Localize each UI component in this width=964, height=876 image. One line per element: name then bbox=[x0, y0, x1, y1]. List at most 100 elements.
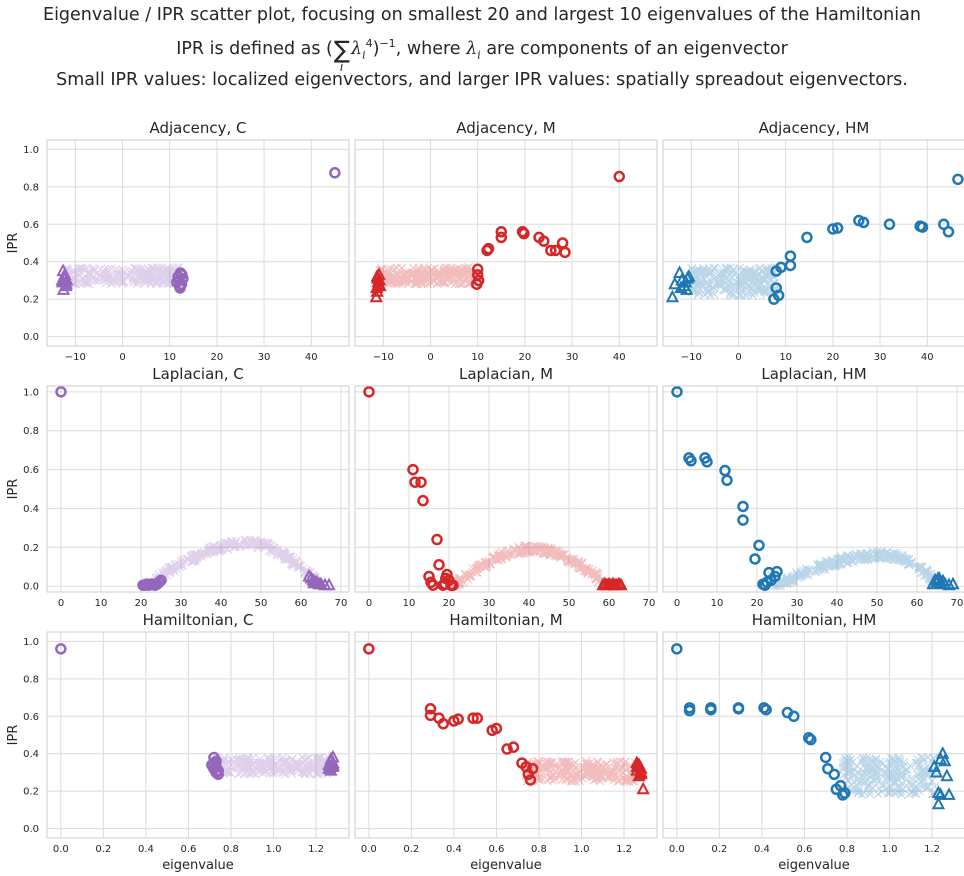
x-marker bbox=[139, 275, 149, 285]
x-marker bbox=[881, 775, 891, 785]
x-marker bbox=[494, 552, 504, 561]
x-marker bbox=[894, 554, 903, 563]
title-line-2-suffix: are components of an eigenvector bbox=[480, 39, 788, 59]
x-marker bbox=[465, 570, 475, 580]
x-marker bbox=[251, 769, 261, 779]
x-marker bbox=[616, 763, 626, 772]
x-marker bbox=[716, 279, 725, 289]
x-marker bbox=[205, 543, 215, 553]
x-marker bbox=[288, 558, 298, 568]
x-marker bbox=[157, 567, 167, 577]
subplot-adjacency-c: −10 0 10 20 30 400.00.20.40.60.81.0Adjacency,… bbox=[6, 119, 350, 363]
x-marker bbox=[269, 543, 279, 553]
x-marker bbox=[751, 268, 760, 277]
x-marker bbox=[279, 767, 288, 777]
x-marker bbox=[280, 766, 290, 776]
x-marker bbox=[540, 761, 549, 771]
x-marker bbox=[132, 279, 142, 289]
x-marker bbox=[431, 272, 441, 282]
axes-frame bbox=[46, 631, 350, 839]
x-marker bbox=[842, 755, 852, 765]
x-marker bbox=[739, 264, 748, 274]
x-marker bbox=[694, 287, 704, 297]
x-marker bbox=[577, 558, 586, 568]
x-marker bbox=[589, 771, 598, 781]
x-marker bbox=[693, 265, 703, 274]
x-marker bbox=[920, 755, 929, 765]
circle-marker bbox=[545, 244, 557, 257]
triangle-marker bbox=[307, 575, 321, 589]
x-marker bbox=[922, 570, 932, 580]
x-marker bbox=[472, 567, 482, 577]
triangle-marker bbox=[940, 768, 954, 782]
x-marker bbox=[875, 775, 885, 784]
summation-symbol: ∑ i bbox=[333, 36, 351, 74]
x-marker bbox=[554, 548, 564, 558]
x-marker bbox=[418, 273, 428, 283]
x-marker bbox=[843, 753, 853, 762]
x-marker bbox=[174, 559, 183, 569]
x-marker bbox=[134, 272, 144, 282]
x-marker bbox=[523, 547, 532, 557]
x-marker bbox=[622, 775, 632, 785]
x-marker bbox=[439, 270, 449, 279]
x-marker bbox=[892, 765, 902, 774]
x-marker bbox=[468, 567, 478, 577]
x-marker bbox=[734, 290, 744, 300]
x-marker bbox=[924, 782, 934, 792]
circle-marker bbox=[556, 237, 569, 249]
middle-eigenvalues bbox=[769, 547, 942, 591]
x-marker bbox=[574, 768, 583, 778]
x-marker bbox=[841, 772, 851, 782]
x-marker bbox=[272, 545, 282, 554]
x-marker bbox=[811, 566, 820, 576]
x-marker bbox=[262, 538, 272, 548]
x-marker bbox=[143, 264, 153, 274]
x-marker bbox=[315, 758, 324, 768]
x-marker bbox=[582, 769, 592, 779]
x-marker bbox=[255, 759, 265, 769]
x-marker bbox=[786, 575, 796, 585]
x-marker bbox=[209, 547, 219, 557]
x-marker bbox=[575, 563, 584, 573]
x-marker bbox=[892, 551, 902, 561]
x-marker bbox=[193, 552, 202, 562]
x-marker bbox=[867, 765, 877, 774]
x-marker bbox=[125, 267, 135, 277]
x-marker bbox=[548, 764, 558, 774]
x-marker bbox=[865, 786, 875, 796]
x-marker bbox=[545, 546, 555, 555]
x-marker bbox=[316, 756, 326, 766]
x-marker bbox=[210, 542, 219, 551]
x-marker bbox=[782, 579, 792, 589]
x-marker bbox=[593, 767, 603, 776]
x-marker bbox=[92, 268, 102, 278]
x-marker bbox=[813, 560, 822, 570]
x-marker bbox=[836, 558, 845, 568]
x-marker bbox=[268, 757, 278, 767]
x-marker bbox=[218, 540, 227, 550]
x-marker bbox=[107, 264, 116, 274]
x-marker bbox=[221, 539, 231, 548]
x-marker bbox=[861, 753, 871, 763]
x-marker bbox=[876, 549, 886, 559]
x-tick-label: 20 bbox=[827, 352, 840, 363]
x-marker bbox=[226, 539, 236, 548]
x-marker bbox=[455, 267, 464, 277]
x-marker bbox=[241, 536, 251, 545]
x-marker bbox=[593, 569, 602, 579]
triangle-marker bbox=[636, 781, 650, 795]
x-marker bbox=[178, 561, 187, 571]
x-marker bbox=[164, 268, 174, 278]
x-marker bbox=[698, 281, 708, 291]
x-marker bbox=[917, 562, 927, 572]
x-marker bbox=[695, 268, 705, 278]
x-marker bbox=[455, 273, 465, 283]
x-marker bbox=[196, 552, 206, 561]
x-marker bbox=[447, 266, 456, 276]
x-marker bbox=[713, 276, 723, 285]
x-marker bbox=[420, 273, 429, 283]
x-tick-label: 50 bbox=[563, 598, 576, 609]
x-marker bbox=[692, 280, 702, 289]
